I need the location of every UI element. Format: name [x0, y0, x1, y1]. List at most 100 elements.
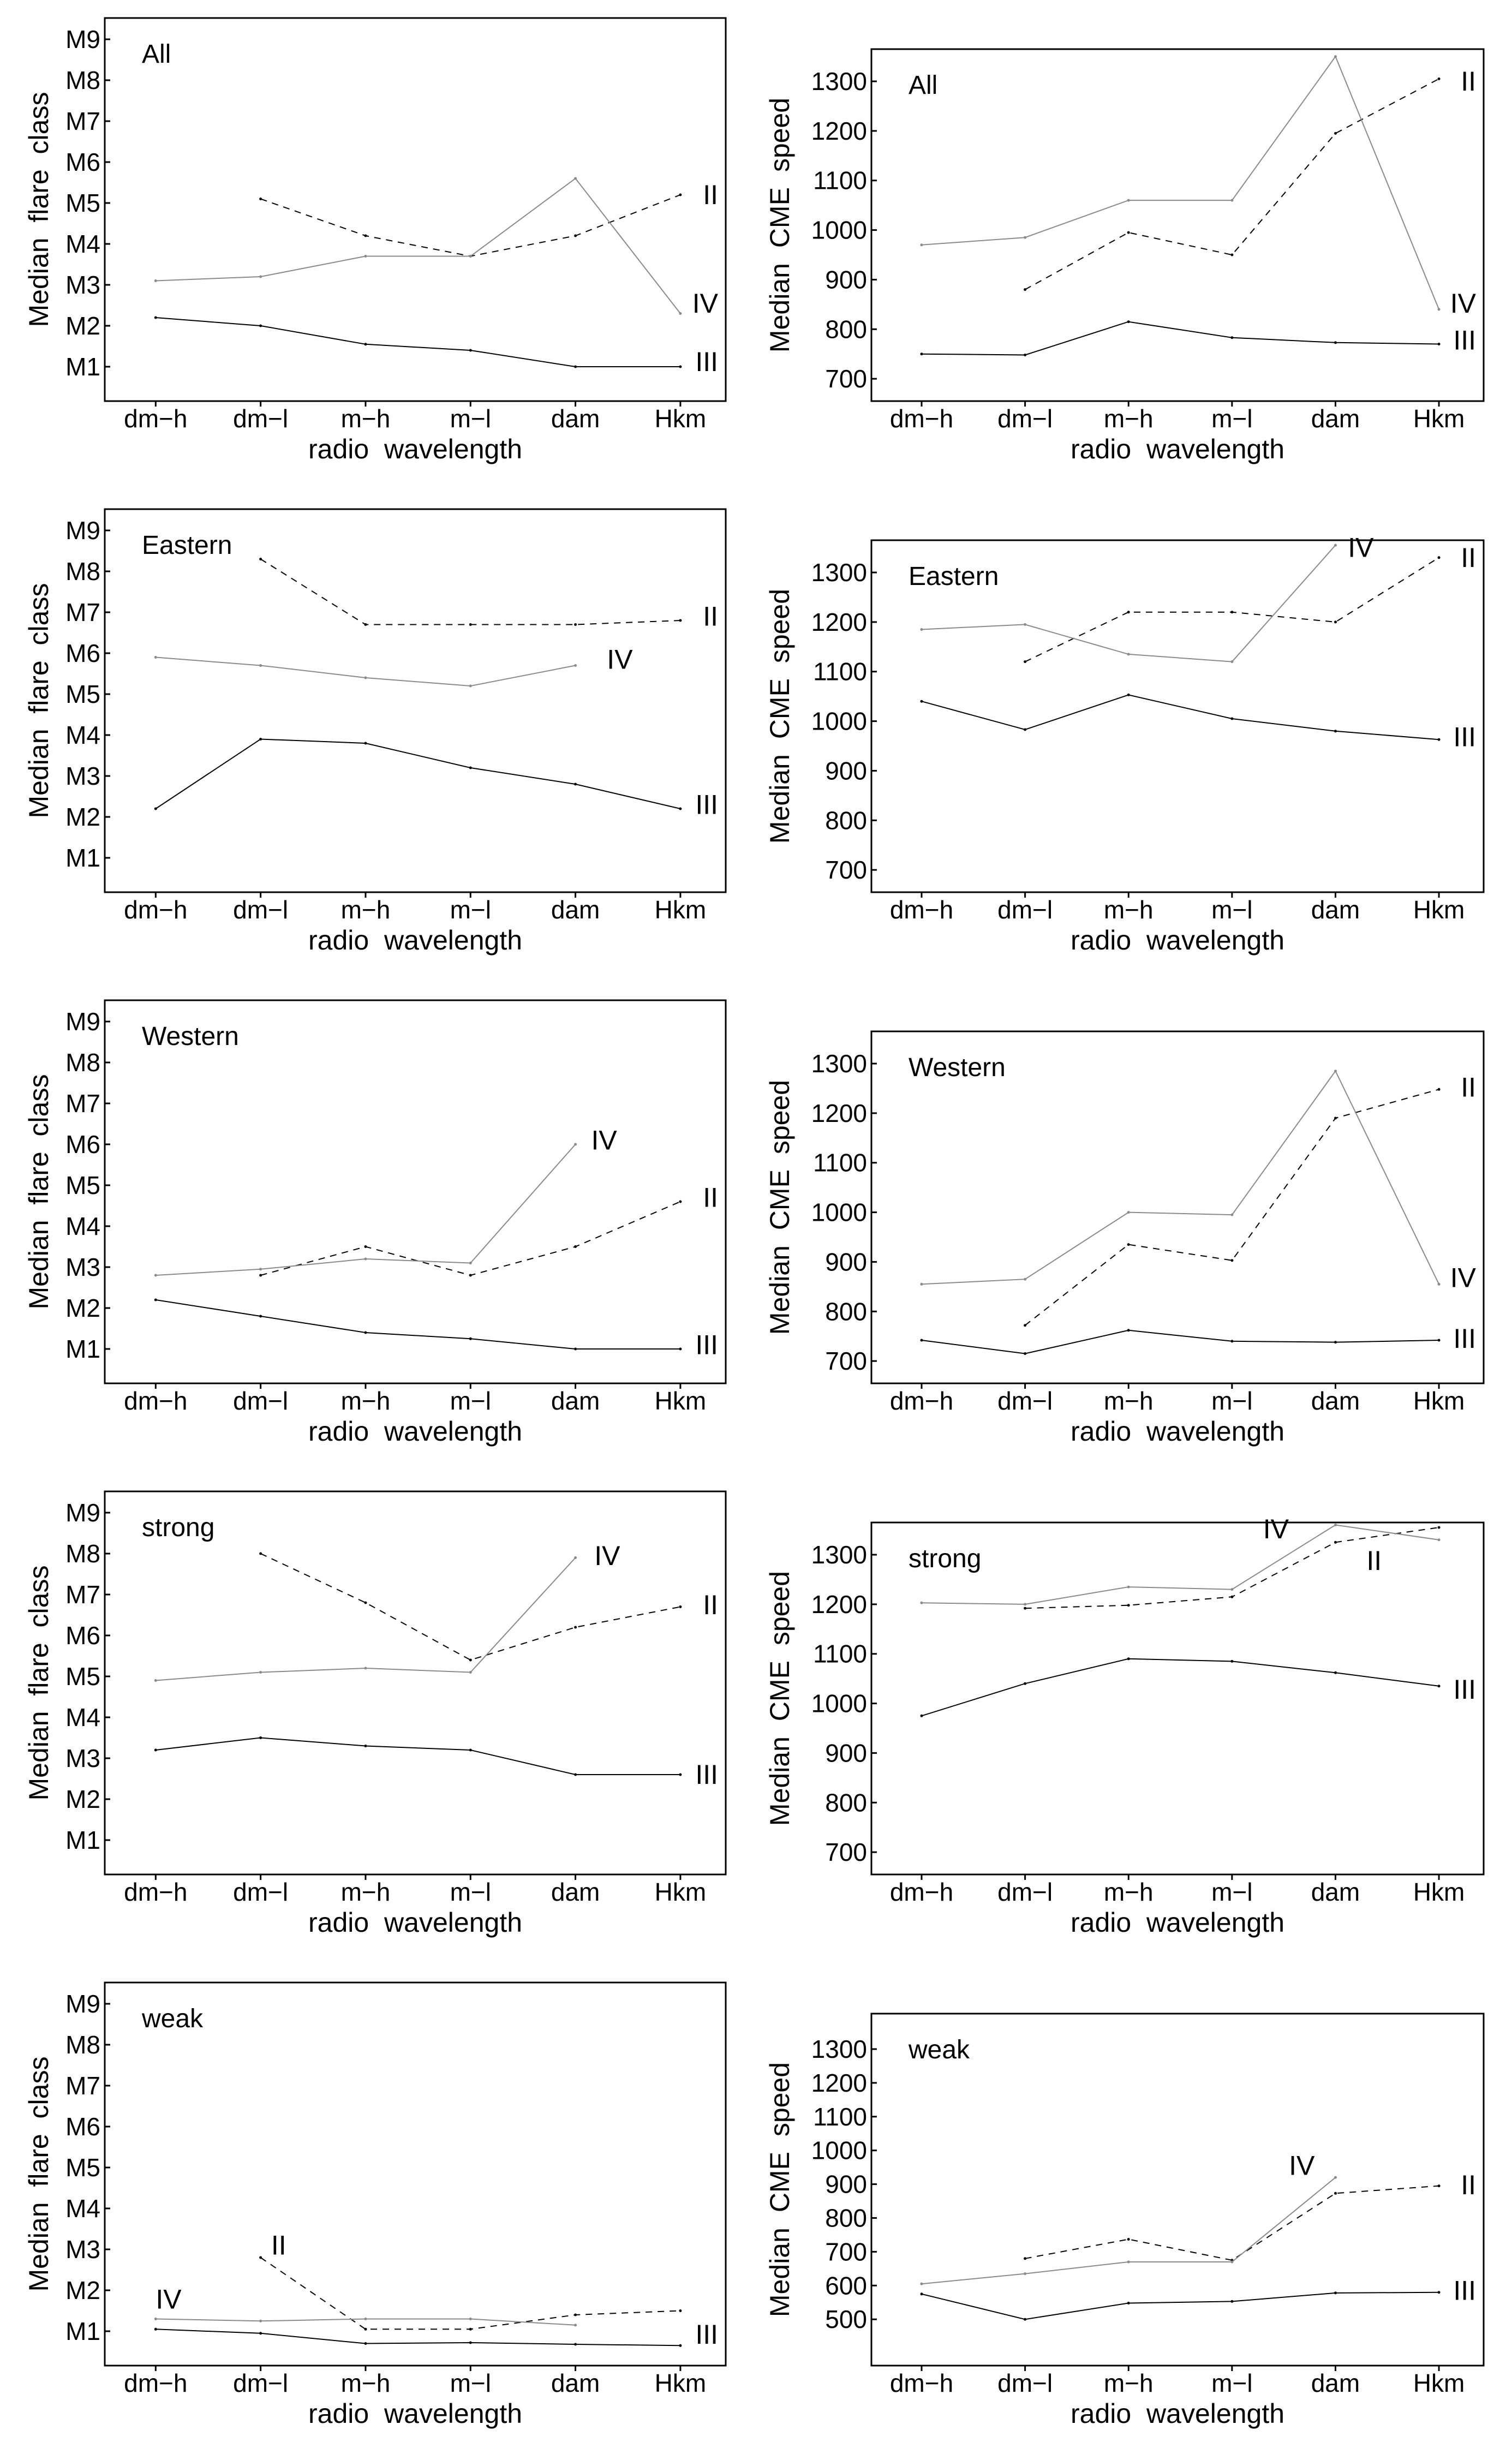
series-point-II — [574, 1245, 577, 1248]
series-point-III — [154, 807, 157, 810]
x-axis-label: radio wavelength — [308, 925, 522, 956]
x-tick-label: Hkm — [1413, 1878, 1465, 1906]
series-point-II — [364, 1245, 367, 1248]
y-tick-label: 1300 — [811, 67, 867, 95]
series-point-IV — [364, 2318, 367, 2320]
x-tick-label: dm−l — [997, 2369, 1053, 2397]
series-point-III — [1437, 1685, 1441, 1688]
series-point-IV — [364, 1667, 367, 1670]
series-point-III — [1230, 336, 1234, 339]
panel-title: weak — [908, 2035, 970, 2064]
x-tick-label: dm−l — [233, 2369, 288, 2397]
x-tick-label: dm−h — [890, 2369, 953, 2397]
panel-title: Western — [142, 1022, 239, 1051]
series-point-III — [469, 1337, 472, 1340]
y-tick-label: M8 — [65, 557, 100, 586]
y-tick-label: 800 — [825, 1297, 867, 1325]
series-point-III — [1230, 1659, 1234, 1663]
series-point-III — [1437, 2291, 1441, 2294]
x-tick-label: m−h — [341, 1878, 391, 1906]
x-tick-label: dm−h — [890, 1387, 953, 1415]
series-point-II — [1127, 611, 1130, 614]
y-tick-label: 1000 — [811, 707, 867, 736]
series-label-II: II — [1366, 1545, 1382, 1576]
panel-title: strong — [909, 1544, 981, 1573]
series-point-III — [1024, 1682, 1027, 1685]
series-point-III — [1334, 1671, 1337, 1674]
series-point-III — [574, 1347, 577, 1351]
x-axis-label: radio wavelength — [1071, 434, 1284, 464]
series-point-II — [1230, 253, 1234, 256]
series-point-IV — [469, 1671, 472, 1674]
y-tick-label: M3 — [65, 2235, 100, 2264]
series-point-IV — [1024, 2272, 1027, 2276]
series-label-IV: IV — [1263, 1514, 1289, 1544]
x-tick-label: Hkm — [1413, 1387, 1465, 1415]
panel-title: Eastern — [909, 562, 999, 591]
series-point-IV — [920, 1601, 923, 1604]
series-label-III: III — [695, 1759, 718, 1790]
chart-panel-eastern-cme: 700 800 900 1000 1100 1200 1300 dm−h dm−l m−h m−l d… — [756, 491, 1512, 982]
y-tick-label: 500 — [825, 2305, 867, 2333]
series-point-IV — [1127, 653, 1130, 656]
series-point-II — [1334, 132, 1337, 135]
y-tick-label: 900 — [825, 1739, 867, 1767]
y-tick-label: M7 — [65, 598, 100, 626]
x-tick-label: dm−h — [124, 895, 187, 924]
y-tick-label: 700 — [825, 2237, 867, 2266]
x-tick-label: m−l — [450, 1878, 491, 1906]
series-line-IV — [156, 1144, 576, 1276]
series-point-IV — [574, 664, 577, 667]
y-tick-label: M9 — [65, 25, 100, 53]
x-tick-label: dam — [1311, 895, 1360, 924]
series-point-III — [259, 2332, 262, 2335]
y-tick-label: 1300 — [811, 2035, 867, 2063]
x-tick-label: dm−l — [997, 1878, 1053, 1906]
series-point-II — [574, 2313, 577, 2316]
y-axis-label: Median CME speed — [764, 589, 795, 844]
series-point-IV — [1024, 236, 1027, 239]
chart-panel-western-cme: 700 800 900 1000 1100 1200 1300 dm−h dm−l m−h m−l d… — [756, 982, 1512, 1473]
plot-frame — [104, 999, 727, 1384]
series-point-III — [679, 807, 682, 810]
y-tick-label: 1100 — [813, 166, 867, 195]
series-point-III — [679, 1773, 682, 1776]
series-point-II — [364, 623, 367, 626]
y-tick-label: M8 — [65, 1048, 100, 1077]
series-point-IV — [1437, 1282, 1441, 1286]
series-point-IV — [1127, 199, 1130, 202]
y-tick-label: M2 — [65, 1785, 100, 1813]
series-line-III — [921, 1329, 1439, 1354]
panel-title: Eastern — [142, 531, 232, 560]
series-point-II — [1127, 2238, 1130, 2241]
series-point-II — [679, 193, 682, 196]
y-tick-label: M6 — [65, 148, 100, 176]
x-tick-label: m−l — [450, 895, 491, 924]
plot-frame — [870, 2013, 1485, 2367]
y-tick-label: M3 — [65, 1744, 100, 1772]
y-tick-label: M7 — [65, 107, 100, 135]
y-tick-label: M8 — [65, 66, 100, 94]
series-point-III — [364, 1331, 367, 1334]
series-point-II — [469, 2327, 472, 2331]
series-point-II — [1334, 2192, 1337, 2195]
y-tick-label: 1200 — [811, 608, 867, 636]
plot-frame — [104, 1981, 727, 2367]
series-label-II: II — [271, 2230, 286, 2261]
series-point-III — [259, 1315, 262, 1318]
chart-svg: M1 M2 M3 M4 M5 M6 M7 M8 M9 dm−h dm−l m−h m−l dam Hkm ra… — [23, 1981, 727, 2429]
series-line-II — [260, 558, 680, 625]
y-tick-label: 1200 — [811, 117, 867, 145]
series-point-III — [469, 766, 472, 769]
series-label-II: II — [1461, 1072, 1476, 1103]
y-tick-label: 1000 — [811, 2136, 867, 2165]
y-tick-label: 1300 — [811, 1049, 867, 1078]
series-point-IV — [469, 1262, 472, 1264]
series-point-II — [1437, 1526, 1441, 1529]
series-point-IV — [1334, 2176, 1337, 2179]
plot-frame — [870, 539, 1485, 893]
x-tick-label: dm−h — [890, 404, 953, 433]
series-point-III — [469, 2341, 472, 2344]
series-point-IV — [1127, 1585, 1130, 1589]
panel-title: All — [909, 71, 937, 100]
